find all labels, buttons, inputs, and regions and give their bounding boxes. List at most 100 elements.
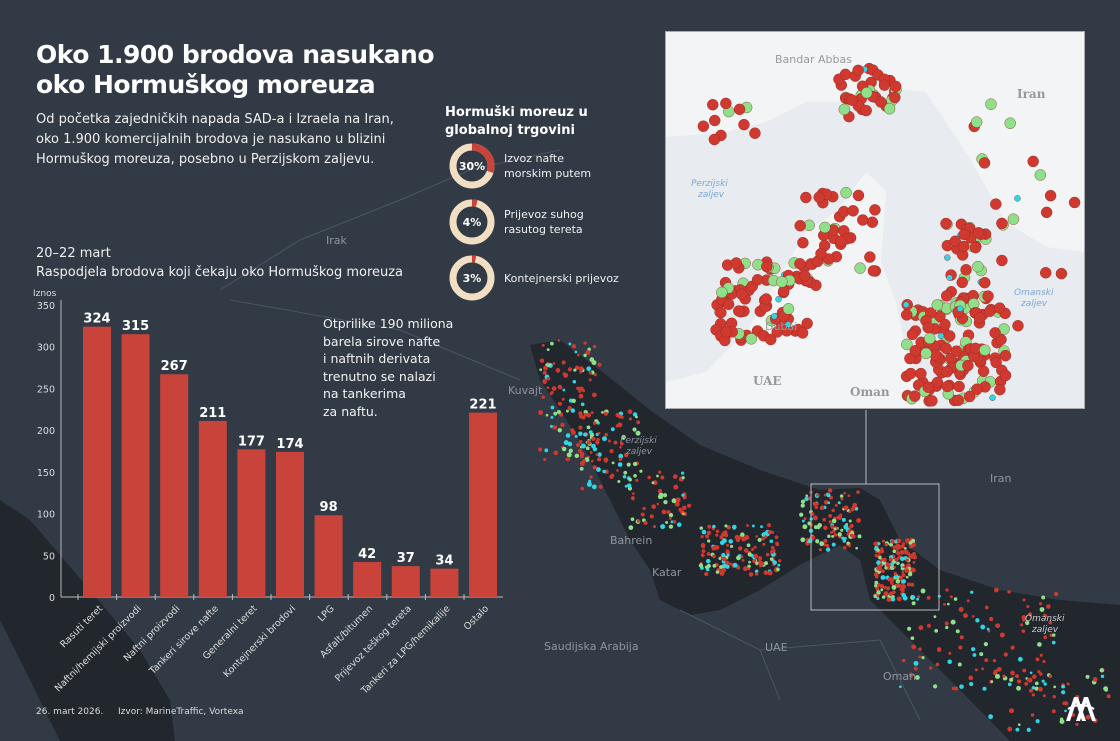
ship-marker [881,595,886,599]
ship-marker [560,422,565,428]
ship-marker [830,531,833,534]
ship-marker [747,567,751,571]
ship-marker [589,450,593,454]
ship-marker [963,613,968,619]
ship-marker [911,542,916,548]
inset-ship-marker [1014,195,1021,202]
inset-label: zaljev [698,190,725,200]
ship-marker [1017,679,1022,684]
y-tick-label: 300 [37,343,55,354]
ship-marker [1026,605,1030,609]
y-tick-label: 100 [37,510,55,521]
inset-ship-marker [920,347,932,360]
ship-marker [557,428,562,433]
ship-marker [833,532,838,537]
ship-marker [559,386,563,390]
inset-ship-marker [839,68,852,81]
ship-marker [757,556,763,561]
bar-value-label: 34 [435,554,453,569]
ship-marker [910,636,915,641]
ship-marker [950,619,956,625]
ship-marker [609,449,614,454]
ship-marker [1027,612,1032,617]
inset-label: Iran [1017,87,1046,101]
ship-marker [827,501,831,505]
ship-marker [912,561,916,564]
ship-marker [972,653,977,657]
inset-label: Perzijski [691,179,728,189]
ship-marker [958,645,963,650]
inset-ship-marker [736,288,748,301]
ship-marker [819,541,825,547]
ship-marker [814,505,819,509]
inset-ship-marker [875,96,887,108]
ship-marker [1031,686,1036,690]
inset-ship-marker [861,87,873,99]
ship-marker [589,475,593,479]
ship-marker [900,579,904,583]
ship-marker [895,579,901,584]
ship-marker [728,562,732,566]
ship-marker [706,530,712,536]
ship-marker [539,368,543,372]
ship-marker [1048,620,1053,625]
ship-marker [1031,693,1036,697]
ship-marker [618,453,624,459]
ship-marker [588,371,593,375]
x-tick-label: Tankeri sirove nafte [147,603,221,677]
title-line: oko Hormuškog moreuza [36,70,376,99]
date-range: 20–22 mart [36,246,111,261]
inset-ship-marker [751,274,764,286]
ship-marker [591,436,596,441]
ship-marker [890,539,896,544]
ship-marker [825,547,831,552]
ship-marker [1035,719,1040,724]
ship-marker [926,595,931,600]
ship-marker [833,527,837,531]
inset-ship-marker [962,359,974,372]
ship-marker [946,602,950,606]
ship-marker [953,686,958,691]
ship-marker [831,518,837,524]
ship-marker [846,532,850,536]
ship-marker [992,658,997,663]
ship-marker [603,457,609,463]
ship-marker [579,454,584,459]
ship-marker [772,549,776,553]
ship-marker [1002,674,1006,678]
ship-marker [944,621,949,626]
inset-ship-marker [883,103,896,115]
ship-marker [912,555,918,560]
donut-label: Prijevoz suhog rasutog tereta [504,207,584,237]
ship-marker [899,575,903,580]
ship-marker [596,467,601,472]
inset-ship-marker [996,217,1008,230]
ship-marker [746,524,750,528]
ship-marker [874,553,878,558]
bar-value-label: 324 [83,312,110,327]
inset-ship-marker [999,369,1012,382]
ship-marker [903,546,907,550]
bar-value-label: 174 [276,437,303,452]
ship-marker [705,558,711,564]
ship-marker [590,411,594,415]
ship-marker [932,684,938,689]
ship-marker [753,545,757,549]
inset-ship-marker [985,98,997,110]
map-label: UAE [765,641,788,654]
ship-marker [884,593,888,597]
ship-marker [843,505,849,511]
ship-marker [579,460,585,466]
ship-marker [891,595,895,599]
map-label: Iran [990,472,1012,485]
ship-marker [613,440,618,445]
ship-marker [995,623,1001,629]
ship-marker [841,517,846,522]
ship-marker [1061,684,1066,689]
inset-ship-marker [940,342,952,355]
ship-marker [913,666,918,671]
ship-marker [567,405,572,411]
ship-marker [878,555,882,560]
inset-ship-marker [931,299,943,311]
inset-ship-marker [956,305,964,312]
